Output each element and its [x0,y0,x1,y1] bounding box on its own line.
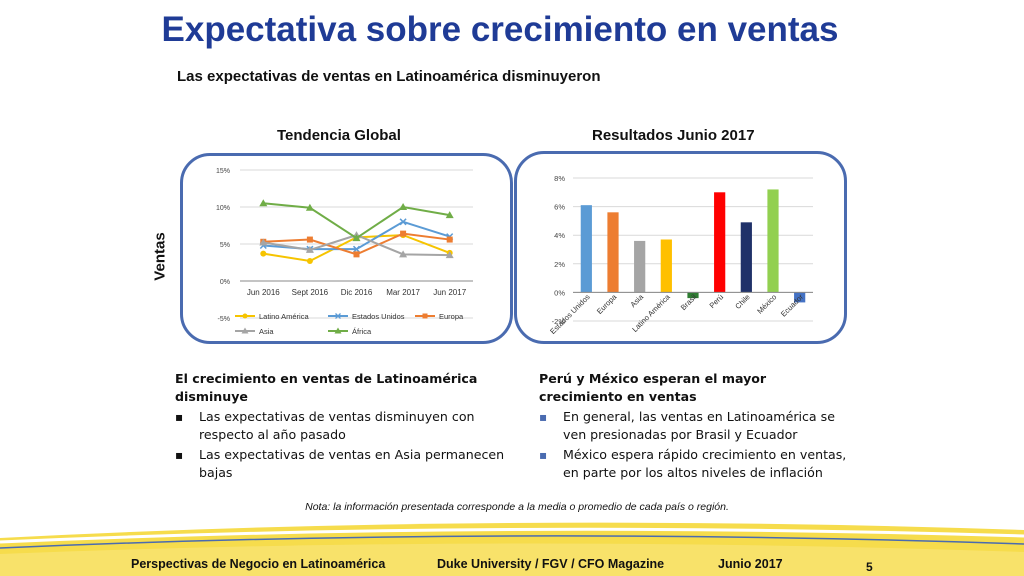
legend-label: Europa [439,312,464,321]
data-point [399,203,408,210]
legend-marker [422,313,428,319]
slide-title: Expectativa sobre crecimiento en ventas [161,10,839,49]
y-tick-label: 0% [554,288,565,297]
y-tick-label: -2% [552,317,566,326]
legend-marker [334,327,342,334]
bar [740,222,752,293]
y-tick-label: 6% [554,203,565,212]
x-tick-label: Dic 2016 [341,288,373,297]
bar [714,192,726,293]
legend-item: Europa [415,312,464,321]
y-tick-label: 10% [216,205,230,212]
data-point [260,250,267,257]
x-tick-label: Europa [595,292,619,316]
data-point [352,245,361,253]
y-tick-label: 0% [220,279,230,286]
y-tick-label: 15% [216,168,230,175]
right-column-heading: Perú y México esperan el mayor crecimien… [539,371,767,404]
legend-marker [242,313,248,319]
legend-label: África [352,327,372,336]
legend-label: Latino América [259,312,309,321]
right-text-column: Perú y México esperan el mayor crecimien… [539,370,849,484]
data-point-stroke [399,218,407,226]
footer-stripes [0,522,1024,576]
right-bullet-2: México espera rápido crecimiento en vent… [539,446,849,482]
data-point [306,258,313,265]
legend-item: Latino América [235,312,309,321]
footnote: Nota: la información presentada correspo… [305,501,729,513]
line-chart-panel: 15% 10% 5% 0% -5% Jun 2016 Sept 2016 Dic 2016 Ma… [180,153,513,344]
bar [767,189,779,293]
bar-chart: 8%6%4%2%0%-2%Estados Unidos Europa AsiaLat… [548,174,813,336]
y-tick-label: -5% [218,316,230,323]
slide-subtitle: Las expectativas de ventas en Latinoamér… [177,68,601,85]
legend-item: Estados Unidos [328,312,405,321]
legend-label: Estados Unidos [352,312,405,321]
x-tick-label: Ecuador [779,292,805,318]
right-chart-title: Resultados Junio 2017 [592,127,755,144]
data-point [400,230,407,237]
y-tick-label: 5% [220,242,230,249]
data-point [399,218,407,226]
bar [660,239,672,293]
x-tick-label: Mar 2017 [386,288,420,297]
bar [607,212,619,293]
data-point-stroke [352,245,361,253]
data-point [399,250,408,258]
data-point [445,211,454,219]
x-tick-label: Chile [733,292,751,310]
x-tick-label: Estados Unidos [548,292,592,336]
data-point [259,199,268,207]
legend-item: África [328,327,372,336]
bar-chart-panel: 8% 6% 4% 2% 0% -2% Estados Unidos Europa Asia Lat… [514,151,847,344]
left-column-heading: El crecimiento en ventas de Latinoaméric… [175,371,478,404]
bar [794,292,806,303]
footer-center-text: Duke University / FGV / CFO Magazine [437,557,665,571]
footer-left-text: Perspectivas de Negocio en Latinoamérica [131,557,386,571]
bar [580,205,592,293]
y-tick-label: 8% [554,174,565,183]
data-point [259,238,268,246]
footer-date: Junio 2017 [718,557,783,571]
left-bullet-1: Las expectativas de ventas disminuyen co… [175,408,505,444]
page-number: 5 [866,560,873,574]
x-tick-label: Sept 2016 [292,288,329,297]
x-tick-label: Perú [708,292,726,310]
data-point [446,236,453,243]
x-tick-label: Asia [628,292,645,309]
data-point [353,251,360,258]
legend-marker [335,313,341,319]
data-point [305,203,314,211]
y-axis-label: Ventas [151,232,169,281]
y-tick-label: 2% [554,260,565,269]
data-point [352,234,361,242]
left-chart-title: Tendencia Global [277,127,401,144]
line-chart: 15% 10% 5% 0% -5% Jun 2016 Sept 2016 Dic 2016 Ma… [216,168,473,336]
legend-label: Asia [259,327,274,336]
x-tick-label: Jun 2016 [247,288,280,297]
right-bullet-1: En general, las ventas en Latinoamérica … [539,408,849,444]
bar [634,240,646,293]
data-point [305,245,314,253]
y-tick-label: 4% [554,231,565,240]
x-tick-label: Jun 2017 [433,288,466,297]
left-text-column: El crecimiento en ventas de Latinoaméric… [175,370,505,484]
bar [687,292,699,299]
x-tick-label: México [755,292,778,315]
data-point [445,251,454,259]
legend-marker [241,327,249,334]
data-point [306,236,313,243]
legend-item: Asia [235,327,274,336]
left-bullet-2: Las expectativas de ventas en Asia perma… [175,446,505,482]
